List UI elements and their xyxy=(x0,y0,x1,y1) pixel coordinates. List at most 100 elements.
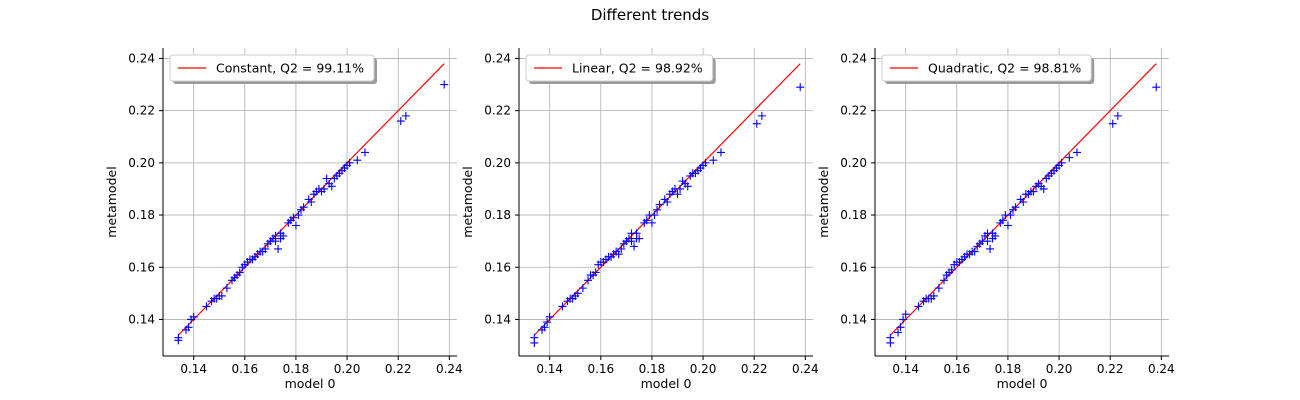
x-tick-label: 0.14 xyxy=(536,362,563,376)
subplot-2: 0.14 0.16 0.18 0.20 0.22 0.24 0.14 0.16 0.18 0.20… xyxy=(460,48,819,391)
scatter-point xyxy=(970,247,979,256)
x-tick-label: 0.22 xyxy=(741,362,768,376)
scatter-point xyxy=(440,80,449,89)
scatter-point xyxy=(174,336,183,345)
scatter-point xyxy=(752,119,761,128)
scatter-point xyxy=(299,203,308,212)
scatter-point xyxy=(914,302,923,311)
y-tick-label: 0.16 xyxy=(484,260,511,274)
scatter-point xyxy=(886,338,895,347)
scatter-point xyxy=(1065,153,1074,162)
subplot-1: 0.14 0.16 0.18 0.20 0.22 0.24 0.14 0.16 0.18 0.20… xyxy=(104,48,463,391)
x-tick-label: 0.24 xyxy=(436,362,463,376)
scatter-point xyxy=(929,291,938,300)
scatter-point xyxy=(642,216,651,225)
scatter-point xyxy=(327,182,336,191)
scatter-point xyxy=(899,315,908,324)
x-axis-title: model 0 xyxy=(641,376,692,391)
y-tick-label: 0.24 xyxy=(840,51,867,65)
scatter-point xyxy=(683,182,692,191)
x-tick-label: 0.18 xyxy=(283,362,310,376)
scatter-point xyxy=(401,111,410,120)
scatter-point xyxy=(261,244,270,253)
scatter-point xyxy=(1057,158,1066,167)
scatter-point xyxy=(558,302,567,311)
subplot-3: 0.14 0.16 0.18 0.20 0.22 0.24 0.14 0.16 0.18 0.20… xyxy=(816,48,1175,391)
scatter-point xyxy=(294,211,303,220)
scatter-point xyxy=(673,190,682,199)
scatter-point xyxy=(1011,203,1020,212)
x-tick-label: 0.16 xyxy=(943,362,970,376)
scatter-point xyxy=(222,284,231,293)
legend-box xyxy=(881,54,1092,82)
scatter-point xyxy=(396,117,405,126)
scatter-point xyxy=(901,310,910,319)
legend-label: Constant, Q2 = 99.11% xyxy=(216,61,364,76)
y-tick-label: 0.22 xyxy=(484,104,511,118)
x-tick-label: 0.22 xyxy=(385,362,412,376)
y-tick-label: 0.16 xyxy=(128,260,155,274)
x-tick-label: 0.22 xyxy=(1097,362,1124,376)
scatter-point xyxy=(1019,198,1028,206)
scatter-point xyxy=(653,205,662,214)
scatter-point xyxy=(530,338,539,347)
y-tick-label: 0.24 xyxy=(484,51,511,65)
y-tick-label: 0.14 xyxy=(484,312,511,326)
y-tick-label: 0.20 xyxy=(128,156,155,170)
y-tick-label: 0.20 xyxy=(484,156,511,170)
scatter-point xyxy=(289,213,298,222)
scatter-point xyxy=(291,221,300,230)
y-tick-label: 0.22 xyxy=(128,104,155,118)
scatter-point xyxy=(934,284,943,293)
legend: Quadratic, Q2 = 98.81% xyxy=(881,54,1095,84)
scatter-point xyxy=(986,244,995,253)
scatter-point xyxy=(189,312,198,321)
scatter-point xyxy=(345,158,354,167)
scatter-point xyxy=(543,318,552,327)
scatter-point xyxy=(584,276,593,285)
x-tick-label: 0.20 xyxy=(334,362,361,376)
scatter-point xyxy=(998,216,1007,225)
scatter-point xyxy=(1113,111,1122,120)
scatter-point xyxy=(271,237,280,246)
scatter-point xyxy=(202,302,211,311)
scatter-point xyxy=(274,244,283,253)
x-tick-label: 0.16 xyxy=(587,362,614,376)
y-tick-label: 0.14 xyxy=(840,312,867,326)
x-tick-label: 0.20 xyxy=(1046,362,1073,376)
legend-label: Quadratic, Q2 = 98.81% xyxy=(928,61,1081,76)
scatter-point xyxy=(1006,211,1015,220)
scatter-point xyxy=(578,284,587,293)
scatter-point xyxy=(676,184,685,193)
y-axis-title: metamodel xyxy=(460,166,475,237)
scatter-point xyxy=(1039,184,1048,193)
scatter-point xyxy=(796,83,805,92)
y-tick-label: 0.16 xyxy=(840,260,867,274)
y-tick-label: 0.20 xyxy=(840,156,867,170)
legend: Constant, Q2 = 99.11% xyxy=(169,54,378,84)
subplots-container: 0.14 0.16 0.18 0.20 0.22 0.24 0.14 0.16 0.18 0.20… xyxy=(104,48,1175,391)
figure-title: Different trends xyxy=(591,6,709,24)
scatter-point xyxy=(1152,83,1161,92)
scatter-point xyxy=(627,237,636,246)
scatter-point xyxy=(307,198,316,206)
scatter-point xyxy=(573,289,582,298)
y-axis-title: metamodel xyxy=(104,166,119,237)
scatter-point xyxy=(757,111,766,120)
y-tick-label: 0.24 xyxy=(128,51,155,65)
scatter-point xyxy=(940,276,949,285)
y-tick-label: 0.18 xyxy=(484,208,511,222)
y-tick-label: 0.22 xyxy=(840,104,867,118)
scatter-point xyxy=(279,231,288,240)
legend-box xyxy=(525,54,714,82)
scatter-point xyxy=(322,174,331,183)
scatter-point xyxy=(647,218,656,227)
legend: Linear, Q2 = 98.92% xyxy=(525,54,716,84)
y-tick-label: 0.14 xyxy=(128,312,155,326)
scatter-point xyxy=(635,234,644,243)
scatter-point xyxy=(591,268,600,277)
scatter-point xyxy=(614,250,623,259)
scatter-point xyxy=(617,244,626,253)
scatter-point xyxy=(655,200,664,209)
x-tick-label: 0.14 xyxy=(180,362,207,376)
